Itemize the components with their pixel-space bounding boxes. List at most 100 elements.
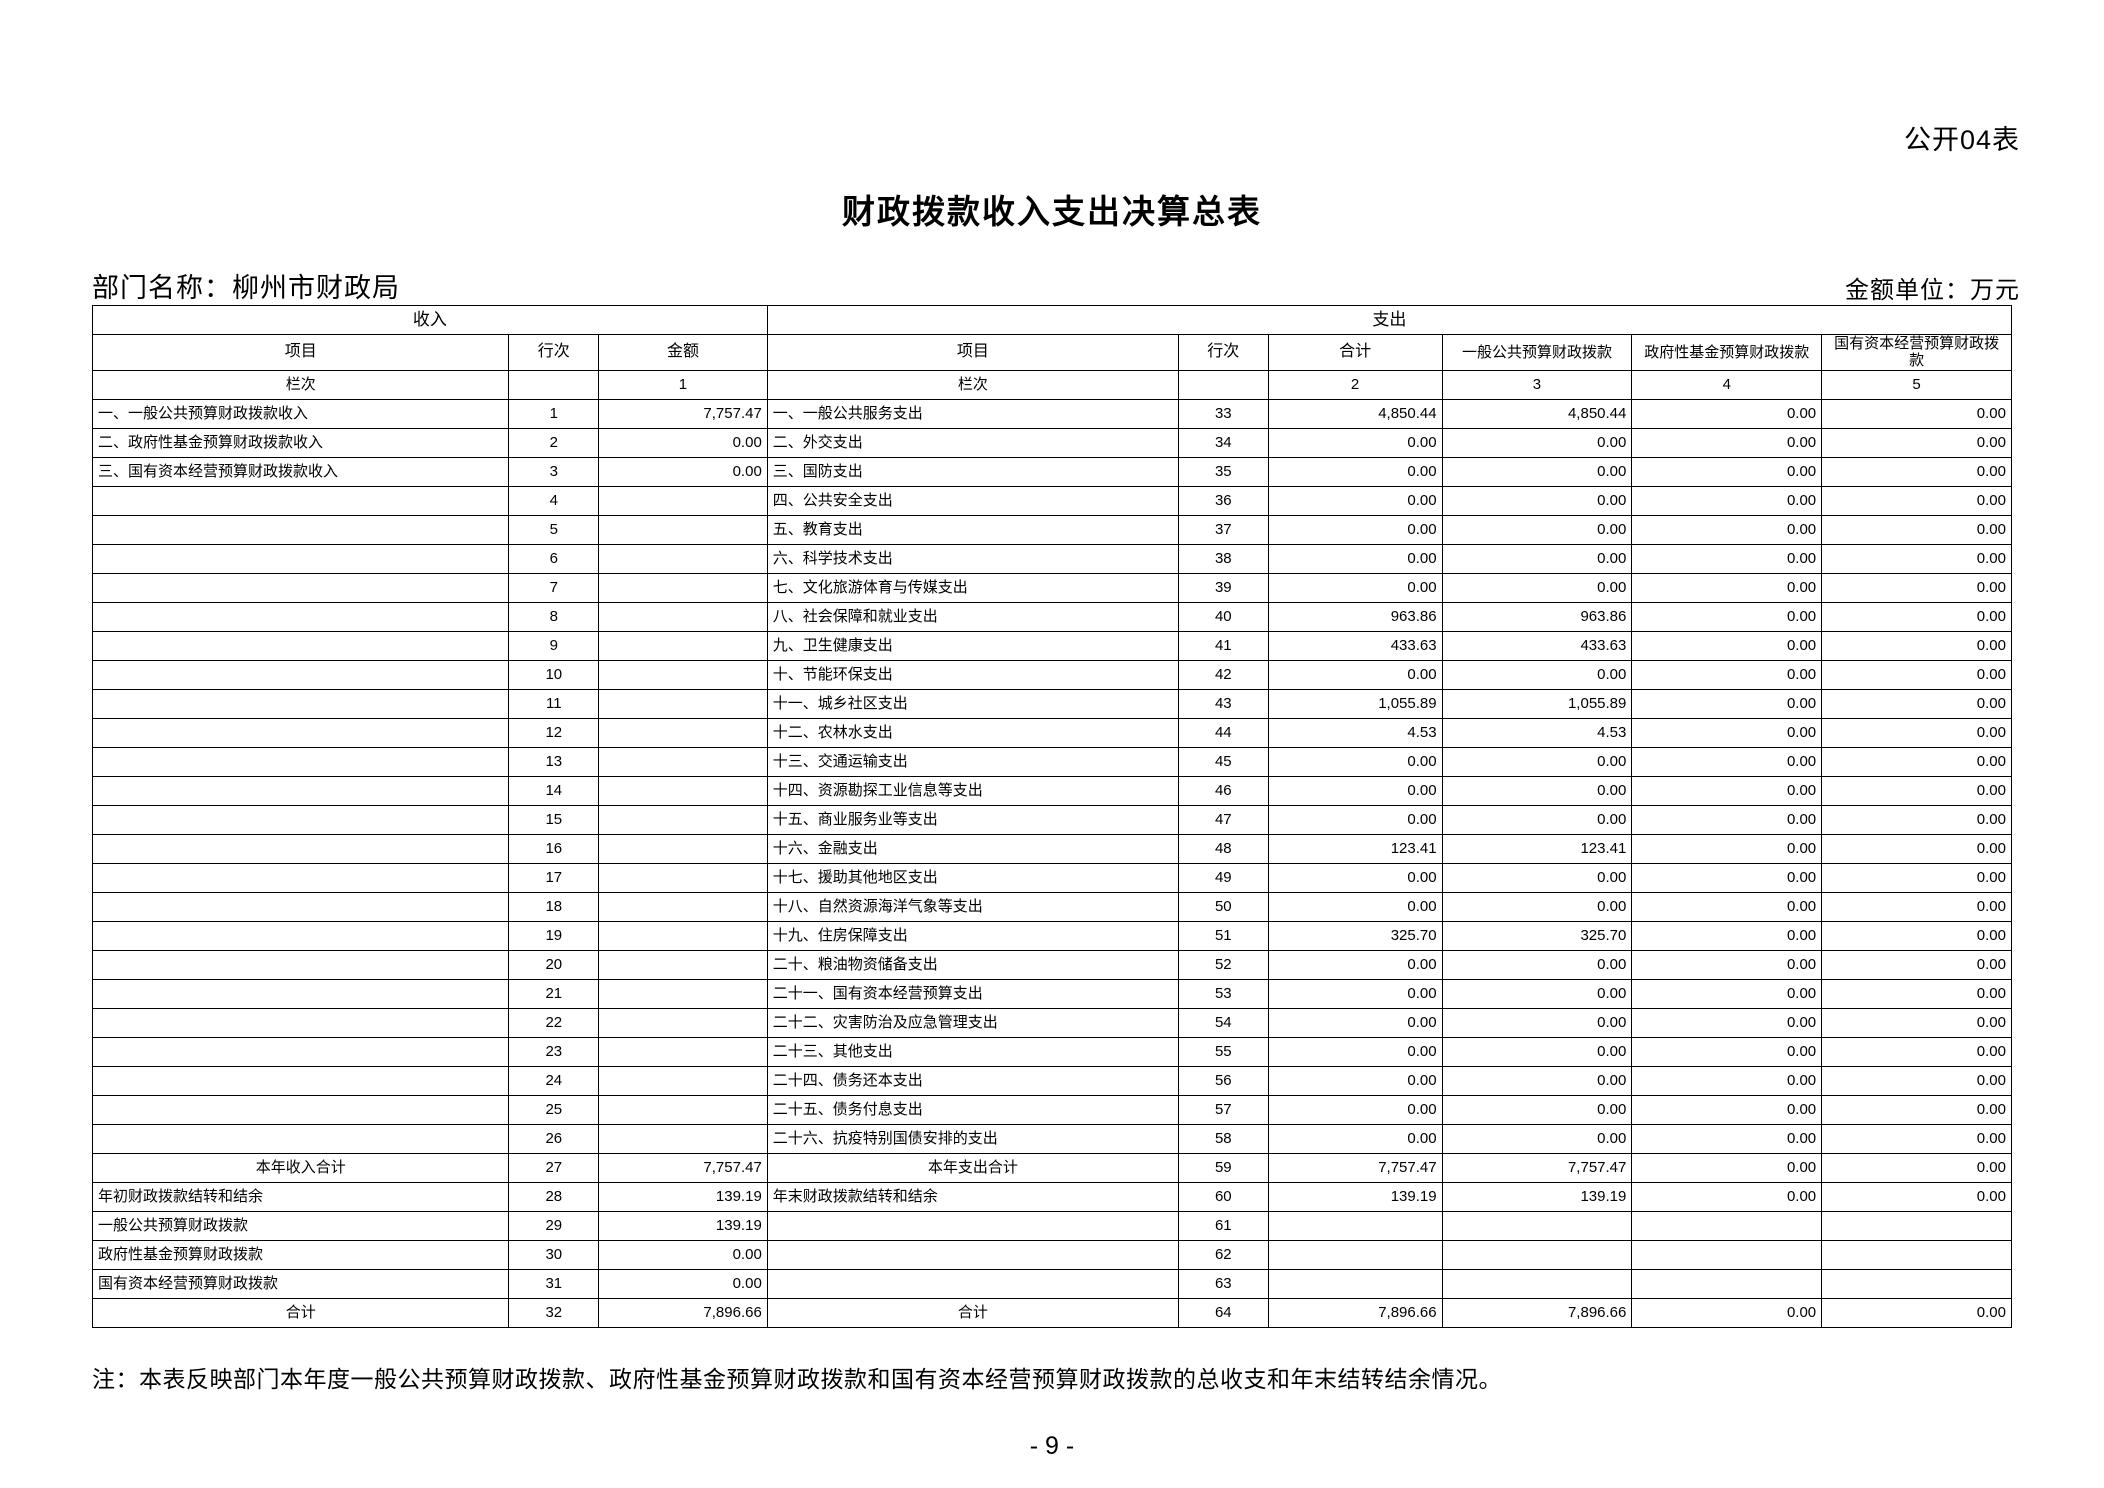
lane-state-capital: 5	[1821, 369, 2012, 400]
cell-expenditure-item: 六、科学技术支出	[766, 543, 1180, 574]
cell-expenditure-item: 二十二、灾害防治及应急管理支出	[766, 1007, 1180, 1038]
cell-government-fund	[1631, 1239, 1823, 1270]
cell-expenditure-item: 本年支出合计	[766, 1152, 1180, 1183]
cell-expenditure-line: 64	[1178, 1297, 1269, 1328]
cell-income-amount: 139.19	[598, 1181, 768, 1212]
cell-income-item	[91, 746, 510, 777]
table-row: 一、一般公共预算财政拨款收入 1 7,757.47 一、一般公共服务支出 33 4,850…	[91, 398, 2012, 429]
table-row: 26 二十六、抗疫特别国债安排的支出 58 0.00 0.00 0.00 0.00	[91, 1123, 2012, 1154]
cell-income-line: 11	[508, 688, 600, 719]
cell-income-item: 国有资本经营预算财政拨款	[91, 1268, 510, 1299]
cell-expenditure-line: 36	[1178, 485, 1269, 516]
cell-expenditure-total: 0.00	[1267, 1094, 1443, 1125]
cell-expenditure-item: 一、一般公共服务支出	[766, 398, 1180, 429]
cell-expenditure-item: 十五、商业服务业等支出	[766, 804, 1180, 835]
cell-income-line: 19	[508, 920, 600, 951]
cell-expenditure-line: 40	[1178, 601, 1269, 632]
cell-expenditure-line: 63	[1178, 1268, 1269, 1299]
cell-expenditure-item: 八、社会保障和就业支出	[766, 601, 1180, 632]
col-header-expenditure-line: 行次	[1178, 334, 1269, 371]
table-row: 一般公共预算财政拨款 29 139.19 61	[91, 1210, 2012, 1241]
cell-expenditure-total: 0.00	[1267, 485, 1443, 516]
cell-income-line: 30	[508, 1239, 600, 1270]
cell-state-capital: 0.00	[1821, 746, 2012, 777]
page-number: - 9 -	[1029, 1432, 1075, 1460]
cell-expenditure-item: 二十三、其他支出	[766, 1036, 1180, 1067]
cell-expenditure-item	[766, 1210, 1180, 1241]
cell-income-line: 8	[508, 601, 600, 632]
table-row: 24 二十四、债务还本支出 56 0.00 0.00 0.00 0.00	[91, 1065, 2012, 1096]
cell-government-fund	[1631, 1210, 1823, 1241]
cell-government-fund: 0.00	[1631, 630, 1823, 661]
cell-expenditure-item: 十六、金融支出	[766, 833, 1180, 864]
col-header-expenditure-item: 项目	[766, 334, 1180, 371]
lane-expenditure-total: 2	[1267, 369, 1443, 400]
cell-income-amount	[598, 833, 768, 864]
cell-government-fund: 0.00	[1631, 427, 1823, 458]
cell-income-amount	[598, 1123, 768, 1154]
cell-income-amount	[598, 978, 768, 1009]
cell-government-fund: 0.00	[1631, 862, 1823, 893]
lane-income-amount: 1	[598, 369, 768, 400]
form-number-label: 公开04表	[1903, 125, 2020, 155]
cell-expenditure-item: 十一、城乡社区支出	[766, 688, 1180, 719]
cell-expenditure-total: 0.00	[1267, 775, 1443, 806]
cell-state-capital: 0.00	[1821, 659, 2012, 690]
cell-government-fund: 0.00	[1631, 456, 1823, 487]
cell-expenditure-total: 0.00	[1267, 456, 1443, 487]
cell-expenditure-item	[766, 1268, 1180, 1299]
cell-expenditure-line: 37	[1178, 514, 1269, 545]
lane-government-fund: 4	[1631, 369, 1823, 400]
cell-expenditure-total: 0.00	[1267, 572, 1443, 603]
cell-state-capital: 0.00	[1821, 398, 2012, 429]
cell-government-fund: 0.00	[1631, 1007, 1823, 1038]
cell-state-capital: 0.00	[1821, 1007, 2012, 1038]
cell-expenditure-line: 39	[1178, 572, 1269, 603]
cell-expenditure-line: 35	[1178, 456, 1269, 487]
cell-government-fund: 0.00	[1631, 1065, 1823, 1096]
cell-income-item: 政府性基金预算财政拨款	[91, 1239, 510, 1270]
cell-income-item	[91, 862, 510, 893]
cell-government-fund: 0.00	[1631, 978, 1823, 1009]
cell-income-amount	[598, 746, 768, 777]
cell-income-item	[91, 920, 510, 951]
cell-general-budget: 0.00	[1441, 1036, 1633, 1067]
cell-income-line: 14	[508, 775, 600, 806]
cell-state-capital: 0.00	[1821, 804, 2012, 835]
cell-income-item: 合计	[91, 1297, 510, 1328]
cell-state-capital: 0.00	[1821, 1036, 2012, 1067]
table-note: 注：本表反映部门本年度一般公共预算财政拨款、政府性基金预算财政拨款和国有资本经营…	[92, 1366, 1502, 1392]
cell-general-budget: 0.00	[1441, 949, 1633, 980]
cell-expenditure-item: 九、卫生健康支出	[766, 630, 1180, 661]
cell-expenditure-total: 4,850.44	[1267, 398, 1443, 429]
cell-income-line: 26	[508, 1123, 600, 1154]
amount-unit-label: 金额单位：万元	[1845, 277, 2020, 304]
cell-income-item	[91, 601, 510, 632]
cell-income-line: 16	[508, 833, 600, 864]
cell-state-capital: 0.00	[1821, 833, 2012, 864]
cell-income-item: 三、国有资本经营预算财政拨款收入	[91, 456, 510, 487]
table-column-header-row: 项目 行次 金额 项目 行次 合计 一般公共预算财政拨款 政府性基金预算财政拨款…	[91, 334, 2012, 371]
cell-government-fund: 0.00	[1631, 485, 1823, 516]
cell-income-line: 4	[508, 485, 600, 516]
cell-income-amount	[598, 630, 768, 661]
cell-expenditure-total: 0.00	[1267, 949, 1443, 980]
cell-income-item	[91, 717, 510, 748]
cell-state-capital: 0.00	[1821, 601, 2012, 632]
table-row: 13 十三、交通运输支出 45 0.00 0.00 0.00 0.00	[91, 746, 2012, 777]
cell-state-capital: 0.00	[1821, 891, 2012, 922]
cell-expenditure-item: 二十、粮油物资储备支出	[766, 949, 1180, 980]
cell-government-fund: 0.00	[1631, 1094, 1823, 1125]
cell-income-amount	[598, 775, 768, 806]
cell-income-item	[91, 833, 510, 864]
cell-general-budget: 7,757.47	[1441, 1152, 1633, 1183]
cell-income-amount	[598, 920, 768, 951]
cell-income-line: 27	[508, 1152, 600, 1183]
cell-expenditure-total: 0.00	[1267, 1065, 1443, 1096]
cell-income-amount: 7,757.47	[598, 398, 768, 429]
cell-general-budget: 963.86	[1441, 601, 1633, 632]
cell-state-capital: 0.00	[1821, 1297, 2012, 1328]
cell-general-budget: 0.00	[1441, 978, 1633, 1009]
cell-state-capital: 0.00	[1821, 514, 2012, 545]
cell-income-line: 23	[508, 1036, 600, 1067]
